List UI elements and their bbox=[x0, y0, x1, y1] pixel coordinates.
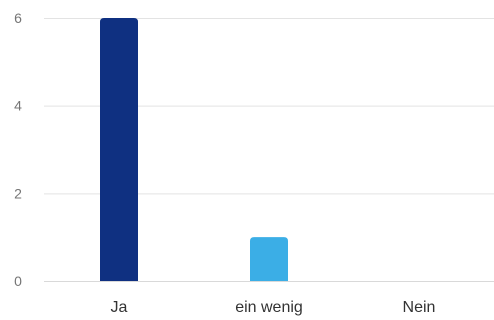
y-axis-ticks: 0 2 4 6 bbox=[14, 10, 22, 289]
x-category-label: ein wenig bbox=[235, 299, 303, 316]
y-tick-label: 2 bbox=[14, 185, 22, 201]
bars bbox=[100, 18, 288, 281]
bar-ja bbox=[100, 18, 138, 281]
y-tick-label: 6 bbox=[14, 10, 22, 26]
x-category-label: Ja bbox=[111, 299, 128, 316]
y-tick-label: 4 bbox=[14, 98, 22, 114]
bar-ein-wenig bbox=[250, 237, 288, 281]
x-category-label: Nein bbox=[403, 299, 436, 316]
y-tick-label: 0 bbox=[14, 273, 22, 289]
x-axis-labels: Ja ein wenig Nein bbox=[111, 299, 436, 316]
